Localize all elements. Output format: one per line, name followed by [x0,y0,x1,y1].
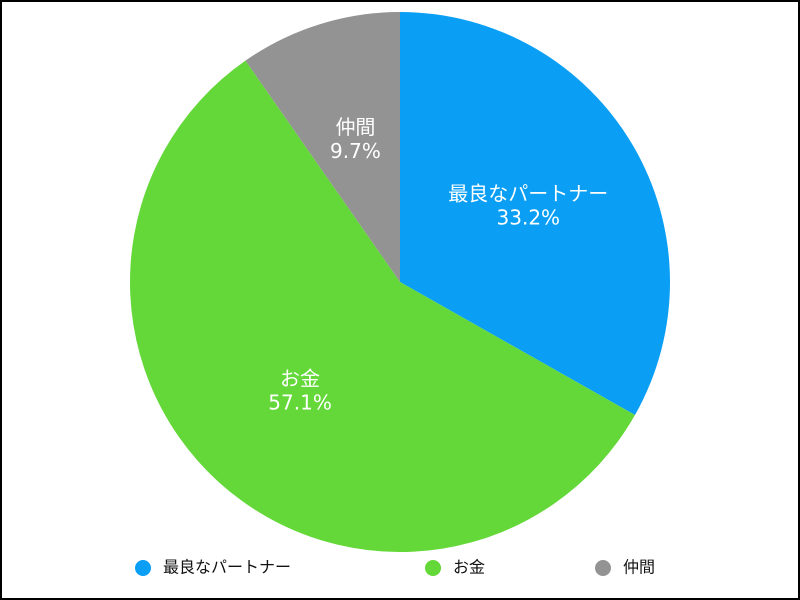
slice-name: 仲間 [335,115,375,139]
slice-name: お金 [280,366,320,390]
legend-marker [595,560,611,576]
slice-value: 33.2% [497,206,561,230]
legend-marker [135,560,151,576]
legend-marker [425,560,441,576]
pie-slice [400,12,670,416]
slice-value: 57.1% [268,390,332,414]
legend-text: 仲間 [623,558,655,577]
pie-slice [245,12,400,282]
slice-value: 9.7% [330,139,381,163]
pie-slice [129,60,635,553]
legend-text: お金 [453,558,485,577]
slice-name: 最良なパートナー [448,182,608,206]
legend-text: 最良なパートナー [163,558,291,577]
